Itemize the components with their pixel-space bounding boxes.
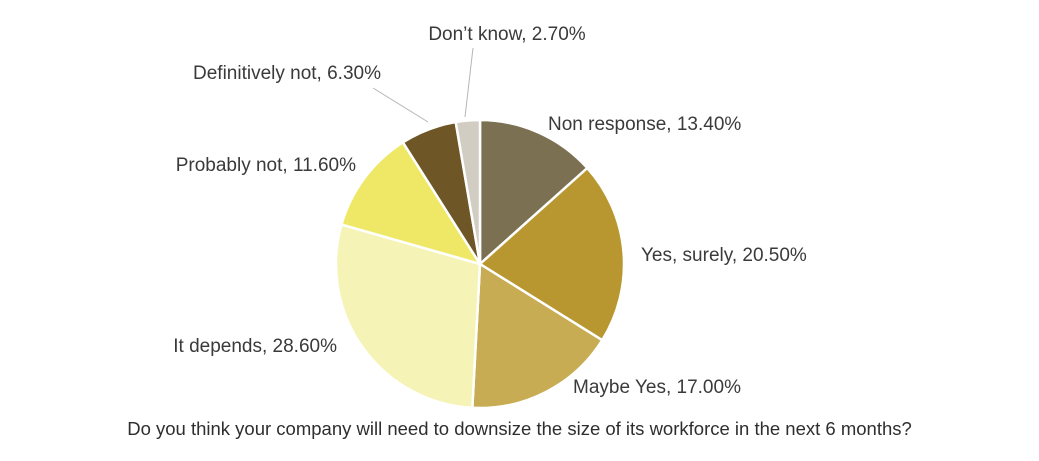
chart-caption: Do you think your company will need to d… [127, 418, 912, 439]
slice-label: Maybe Yes, 17.00% [573, 377, 741, 398]
pie-slice-yes-surely [478, 166, 626, 342]
leader-line [372, 87, 429, 123]
pie-slice-non-response [478, 118, 589, 266]
slice-labels: Non response, 13.40% Yes, surely, 20.50% M… [173, 24, 807, 398]
pie-slice-it-depends [334, 223, 482, 410]
slice-label: Don’t know, 2.70% [428, 24, 585, 45]
slice-label: Non response, 13.40% [548, 114, 741, 135]
pie-slice-probably-not [340, 141, 482, 266]
slice-label: Probably not, 11.60% [176, 155, 356, 176]
pie-slices [334, 118, 626, 410]
leader-line [464, 47, 474, 118]
slice-label: Definitively not, 6.30% [193, 63, 381, 84]
slice-label: Yes, surely, 20.50% [641, 245, 807, 266]
slice-label: It depends, 28.60% [173, 336, 337, 357]
pie-slice-maybe-yes [471, 262, 604, 410]
pie-slice-don-t-know [454, 118, 482, 266]
leader-lines [372, 47, 474, 123]
